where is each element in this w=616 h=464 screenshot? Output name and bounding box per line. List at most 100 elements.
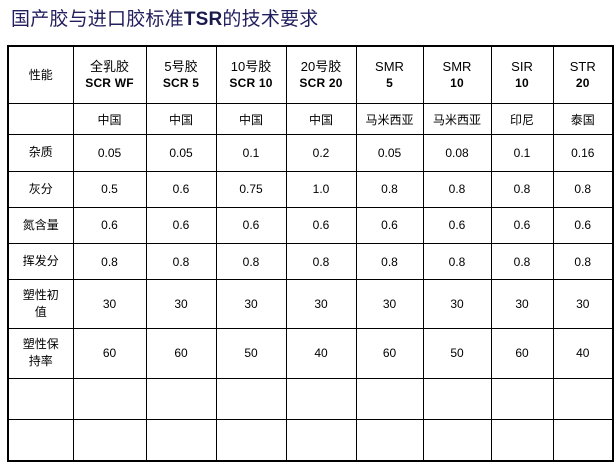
data-cell-r4-c1: 0.8: [72, 242, 147, 281]
data-cell-r5-c4: 30: [285, 279, 357, 330]
data-cell-r6-c2: 60: [145, 328, 217, 379]
data-cell-r1-c4: 0.2: [285, 134, 357, 172]
row-label-line: 塑性初: [22, 288, 59, 303]
spec-table: 性能 全乳胶 SCR WF 5号胶 SCR 5 10号胶 SCR 10 20号胶 SCR 20 S…: [7, 45, 614, 462]
data-cell-r2-c5: 0.8: [355, 170, 424, 208]
row-label-line: 挥发分: [22, 254, 59, 268]
data-cell-r1-c7: 0.1: [490, 134, 554, 172]
data-cell-r3-c7: 0.6: [490, 206, 554, 244]
country-cell-6: 马米西亚: [422, 103, 492, 136]
blank-cell: [215, 418, 287, 462]
table-blank-row: [7, 377, 614, 420]
data-cell-r4-c2: 0.8: [145, 242, 217, 281]
spec-table-body: 性能 全乳胶 SCR WF 5号胶 SCR 5 10号胶 SCR 10 20号胶 SCR 20 S…: [7, 45, 614, 462]
column-header-6: SMR 10: [422, 45, 492, 105]
row-label-line: 杂质: [28, 145, 53, 160]
data-cell-r6-c6: 50: [422, 328, 492, 379]
country-cell-8: 泰国: [552, 103, 614, 136]
data-cell-r3-c8: 0.6: [552, 206, 614, 244]
country-cell-5: 马米西亚: [355, 103, 424, 136]
page-title-tsr: TSR: [183, 9, 223, 30]
column-header-3: 10号胶 SCR 10: [215, 45, 287, 105]
column-header-4: 20号胶 SCR 20: [285, 45, 357, 105]
row-label-line: 持率: [28, 354, 53, 369]
country-row-label: [7, 103, 74, 136]
data-cell-r4-c7: 0.8: [490, 242, 554, 281]
data-cell-r2-c8: 0.8: [552, 170, 614, 208]
country-cell-4: 中国: [285, 103, 357, 136]
table-row: 氮含量 0.6 0.6 0.6 0.6 0.6 0.6 0.6 0.6: [7, 206, 614, 244]
data-cell-r1-c5: 0.05: [355, 134, 424, 172]
data-cell-r6-c8: 40: [552, 328, 614, 379]
data-cell-r4-c8: 0.8: [552, 242, 614, 281]
table-country-row: 中国 中国 中国 中国 马米西亚 马米西亚 印尼 泰国: [7, 103, 614, 136]
data-cell-r6-c7: 60: [490, 328, 554, 379]
data-cell-r2-c2: 0.6: [145, 170, 217, 208]
row-label-line: 塑性保: [22, 337, 59, 352]
column-header-cn: 5号胶: [164, 59, 198, 75]
column-header-cn: SMR: [375, 59, 404, 75]
column-header-1: 全乳胶 SCR WF: [72, 45, 147, 105]
table-row: 塑性保 持率 60 60 50 40 60 50 60 40: [7, 328, 614, 379]
row-label-line: 值: [34, 305, 47, 320]
column-header-en: 5: [386, 76, 393, 91]
row-label-4: 挥发分: [7, 242, 74, 281]
row-label-5: 塑性初值: [7, 279, 74, 330]
country-cell-1: 中国: [72, 103, 147, 136]
table-row: 挥发分 0.8 0.8 0.8 0.8 0.8 0.8 0.8 0.8: [7, 242, 614, 281]
row-label-6: 塑性保 持率: [7, 328, 74, 379]
data-cell-r1-c3: 0.1: [215, 134, 287, 172]
header-corner-label: 性能: [7, 45, 74, 105]
table-row: 灰分 0.5 0.6 0.75 1.0 0.8 0.8 0.8 0.8: [7, 170, 614, 208]
blank-cell: [72, 418, 147, 462]
blank-cell: [490, 377, 554, 420]
data-cell-r6-c3: 50: [215, 328, 287, 379]
data-cell-r5-c1: 30: [72, 279, 147, 330]
blank-cell: [285, 377, 357, 420]
spec-table-container: 性能 全乳胶 SCR WF 5号胶 SCR 5 10号胶 SCR 10 20号胶 SCR 20 S…: [7, 45, 614, 462]
blank-cell: [72, 377, 147, 420]
column-header-en: SCR WF: [85, 76, 134, 91]
column-header-en: SCR 10: [229, 76, 273, 91]
data-cell-r4-c4: 0.8: [285, 242, 357, 281]
data-cell-r1-c6: 0.08: [422, 134, 492, 172]
blank-cell: [490, 418, 554, 462]
country-cell-3: 中国: [215, 103, 287, 136]
data-cell-r6-c1: 60: [72, 328, 147, 379]
data-cell-r4-c5: 0.8: [355, 242, 424, 281]
blank-cell: [145, 418, 217, 462]
data-cell-r5-c3: 30: [215, 279, 287, 330]
page-title: 国产胶与进口胶标准TSR的技术要求: [11, 8, 318, 32]
column-header-en: SCR 20: [299, 76, 343, 91]
blank-cell: [145, 377, 217, 420]
blank-cell: [7, 377, 74, 420]
country-cell-2: 中国: [145, 103, 217, 136]
data-cell-r6-c5: 60: [355, 328, 424, 379]
table-row: 塑性初值 30 30 30 30 30 30 30 30: [7, 279, 614, 330]
data-cell-r3-c2: 0.6: [145, 206, 217, 244]
blank-cell: [7, 418, 74, 462]
data-cell-r5-c5: 30: [355, 279, 424, 330]
data-cell-r2-c3: 0.75: [215, 170, 287, 208]
data-cell-r6-c4: 40: [285, 328, 357, 379]
column-header-cn: 全乳胶: [89, 59, 129, 75]
data-cell-r2-c1: 0.5: [72, 170, 147, 208]
row-label-line: 灰分: [28, 181, 53, 196]
column-header-cn: 10号胶: [230, 59, 272, 75]
column-header-5: SMR 5: [355, 45, 424, 105]
column-header-cn: SMR: [442, 59, 472, 75]
data-cell-r4-c6: 0.8: [422, 242, 492, 281]
column-header-cn: SIR: [511, 59, 533, 75]
data-cell-r2-c4: 1.0: [285, 170, 357, 208]
data-cell-r5-c8: 30: [552, 279, 614, 330]
data-cell-r5-c2: 30: [145, 279, 217, 330]
page-title-prefix: 国产胶与进口胶标准: [11, 9, 184, 30]
row-label-3: 氮含量: [7, 206, 74, 244]
column-header-en: 10: [450, 76, 464, 91]
blank-cell: [422, 418, 492, 462]
blank-cell: [355, 418, 424, 462]
column-header-en: 20: [575, 76, 590, 91]
data-cell-r3-c1: 0.6: [72, 206, 147, 244]
table-blank-row: [7, 418, 614, 462]
